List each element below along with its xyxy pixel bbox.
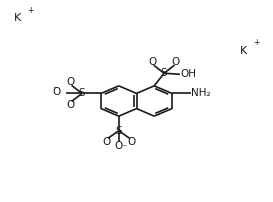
- Text: O: O: [149, 57, 157, 67]
- Text: O: O: [67, 77, 75, 87]
- Text: K: K: [14, 13, 21, 23]
- Text: ⁻: ⁻: [52, 85, 57, 95]
- Text: NH₂: NH₂: [191, 88, 211, 98]
- Text: S: S: [79, 88, 85, 98]
- Text: +: +: [27, 6, 33, 15]
- Text: O: O: [52, 87, 61, 97]
- Text: O: O: [102, 137, 111, 147]
- Text: ⁻: ⁻: [121, 143, 126, 154]
- Text: +: +: [253, 38, 260, 47]
- Text: O: O: [171, 57, 179, 67]
- Text: S: S: [115, 126, 122, 136]
- Text: O: O: [115, 141, 123, 151]
- Text: O: O: [67, 100, 75, 110]
- Text: OH: OH: [180, 69, 197, 79]
- Text: S: S: [161, 68, 167, 78]
- Text: K: K: [240, 45, 248, 56]
- Text: O: O: [127, 137, 135, 147]
